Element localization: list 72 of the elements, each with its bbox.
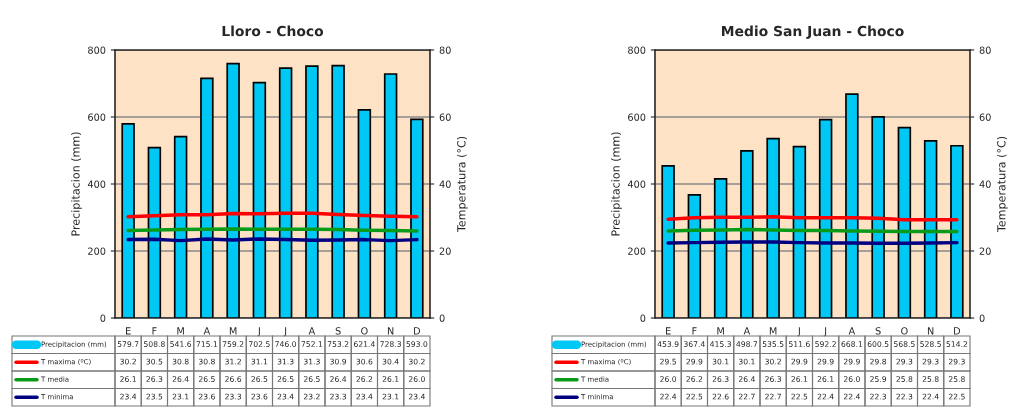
bar	[897, 126, 912, 318]
bar	[173, 135, 188, 318]
x-tick-label: F	[692, 327, 697, 335]
bar	[226, 62, 240, 318]
y-tick-label: 600	[628, 113, 646, 121]
x-tick-label: S	[875, 327, 881, 335]
y-tick-label: 200	[628, 247, 646, 255]
x-tick-label: J	[257, 327, 260, 337]
x-tick-label: J	[797, 327, 800, 337]
x-tick-label: M	[177, 327, 184, 335]
chart-title: Medio San Juan - Choco	[721, 25, 904, 39]
y-tick-label: 400	[627, 180, 646, 188]
y2-tick-label: 80	[439, 46, 451, 54]
x-tick-label: F	[152, 327, 157, 335]
chart-title: Lloro - Choco	[222, 25, 324, 37]
bar	[147, 146, 162, 318]
x-tick-label: A	[743, 327, 751, 335]
x-tick-label: O	[361, 327, 368, 335]
bar	[871, 115, 885, 318]
bar	[818, 118, 833, 318]
y2-tick-label: 60	[979, 113, 991, 121]
y2-tick-label: 0	[979, 314, 985, 322]
bar	[278, 67, 293, 318]
x-tick-label: N	[387, 327, 394, 335]
y2-tick-label: 20	[979, 247, 991, 255]
x-tick-label: N	[927, 327, 934, 335]
bar	[383, 73, 398, 318]
y-tick-label: 400	[87, 180, 106, 188]
x-tick-label: J	[283, 327, 287, 337]
x-tick-label: S	[335, 327, 341, 335]
bar	[121, 122, 135, 318]
y2-axis-title: Temperatura (°C)	[456, 136, 468, 233]
bar	[357, 108, 372, 318]
y2-axis-title: Temperatura (°C)	[996, 136, 1008, 233]
y-axis-title: Precipitacion (mm)	[71, 132, 82, 236]
x-tick-label: E	[126, 327, 131, 335]
y-tick-label: 0	[100, 314, 106, 322]
x-tick-label: J	[823, 327, 827, 337]
y-tick-label: 800	[628, 46, 646, 54]
bar	[766, 137, 780, 318]
y-tick-label: 600	[88, 113, 106, 121]
y-tick-label: 0	[640, 314, 646, 322]
bar	[661, 165, 675, 318]
bar	[792, 145, 807, 318]
bar	[923, 140, 938, 318]
y-axis-title: Precipitacion (mm)	[611, 132, 622, 236]
bar	[252, 81, 267, 318]
x-tick-label: E	[666, 327, 671, 335]
bar	[200, 77, 214, 318]
y2-tick-label: 40	[439, 180, 451, 188]
y2-tick-label: 0	[439, 314, 445, 322]
x-tick-label: M	[229, 327, 237, 335]
x-tick-label: D	[414, 327, 421, 335]
bar	[305, 65, 319, 318]
y2-tick-label: 80	[979, 46, 991, 54]
bar	[410, 118, 424, 318]
bar	[331, 64, 345, 318]
y-tick-label: 800	[88, 46, 106, 54]
x-tick-label: A	[203, 327, 211, 335]
y2-tick-label: 20	[439, 247, 451, 255]
bar	[740, 150, 754, 318]
y2-tick-label: 60	[439, 113, 451, 121]
y-tick-label: 200	[88, 247, 106, 255]
x-tick-label: D	[954, 327, 961, 335]
x-tick-label: O	[901, 327, 908, 335]
x-tick-label: M	[717, 327, 724, 335]
x-tick-label: M	[769, 327, 777, 335]
y2-tick-label: 40	[979, 180, 991, 188]
bar	[950, 144, 964, 318]
bar	[845, 93, 859, 318]
x-tick-label: A	[848, 327, 856, 335]
x-tick-label: A	[308, 327, 316, 335]
